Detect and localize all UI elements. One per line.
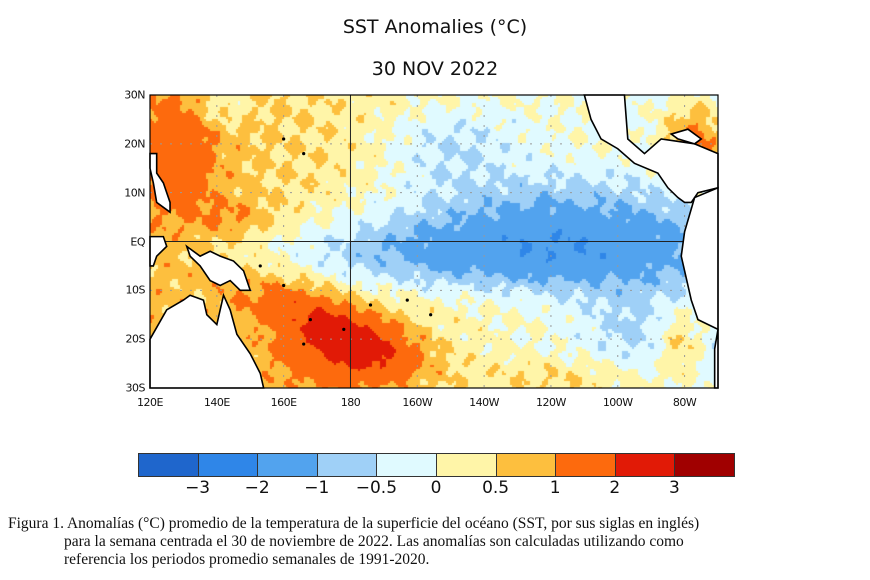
island: [302, 152, 306, 156]
island: [302, 342, 306, 346]
island: [308, 318, 312, 322]
figure-caption: Figura 1. Anomalías (°C) promedio de la …: [8, 515, 868, 569]
chart-date: 30 NOV 2022: [371, 58, 499, 80]
landmass-newguinea: [185, 244, 252, 292]
island: [282, 283, 286, 288]
colorbar-label: −1: [304, 478, 330, 498]
landmass-centralamerica: [583, 94, 719, 204]
colorbar-label: 2: [609, 478, 621, 498]
colorbar-swatch: [258, 454, 318, 476]
colorbar-label: 0.5: [482, 478, 510, 498]
lon-tick-label: 140W: [469, 396, 500, 409]
colorbar-swatch: [139, 454, 199, 476]
colorbar-swatch: [436, 454, 497, 476]
colorbar-label: 1: [549, 478, 561, 498]
island: [282, 137, 286, 141]
lat-tick-label: 20N: [124, 137, 145, 151]
island: [429, 313, 433, 317]
colorbar-swatch: [198, 454, 259, 476]
lat-tick-label: 30N: [124, 88, 145, 102]
landmass-cuba: [669, 128, 703, 145]
colorbar-swatch: [496, 454, 557, 476]
colorbar-label: −3: [185, 478, 211, 498]
lat-tick-label: 10S: [125, 283, 146, 297]
landmass-australia: [149, 292, 265, 389]
map-overlay: [149, 94, 719, 389]
colorbar-swatch: [556, 454, 616, 476]
lon-tick-label: 80W: [672, 396, 697, 409]
lat-tick-label: 10N: [124, 186, 145, 200]
landmass-indonesia: [149, 235, 168, 267]
caption-line: Figura 1. Anomalías (°C) promedio de la …: [8, 515, 700, 532]
colorbar-label: −0.5: [355, 478, 398, 498]
lat-tick-label: 30S: [125, 381, 146, 395]
lon-tick-label: 120E: [137, 396, 163, 409]
chart-title: SST Anomalies (°C): [342, 16, 528, 38]
colorbar-swatch: [317, 454, 378, 476]
lat-tick-label: 20S: [125, 332, 146, 346]
caption-line: referencia los periodos promedio semanal…: [64, 551, 430, 568]
colorbar: [138, 453, 735, 477]
colorbar-label: 0: [430, 478, 442, 498]
landmass-southamerica: [680, 186, 719, 331]
colorbar-swatch: [615, 454, 676, 476]
lon-tick-label: 160E: [270, 396, 297, 409]
lon-tick-label: 140E: [203, 396, 230, 409]
island: [258, 264, 262, 268]
sst-anomaly-map: [149, 94, 719, 389]
lon-tick-label: 120W: [536, 396, 566, 409]
island: [368, 303, 373, 307]
map-frame: [149, 94, 719, 389]
colorbar-swatch: [377, 454, 437, 476]
caption-line: para la semana centrada el 30 de noviemb…: [64, 533, 684, 550]
colorbar-swatch: [675, 454, 734, 476]
lat-tick-label: EQ: [130, 235, 145, 248]
lon-tick-label: 100W: [602, 396, 633, 409]
lon-tick-label: 160W: [402, 396, 433, 409]
lon-tick-label: 180: [340, 396, 361, 409]
landmass-philippines: [149, 152, 171, 214]
island: [342, 327, 346, 331]
colorbar-label: −2: [244, 478, 270, 498]
colorbar-label: 3: [668, 478, 680, 498]
island: [405, 298, 409, 302]
